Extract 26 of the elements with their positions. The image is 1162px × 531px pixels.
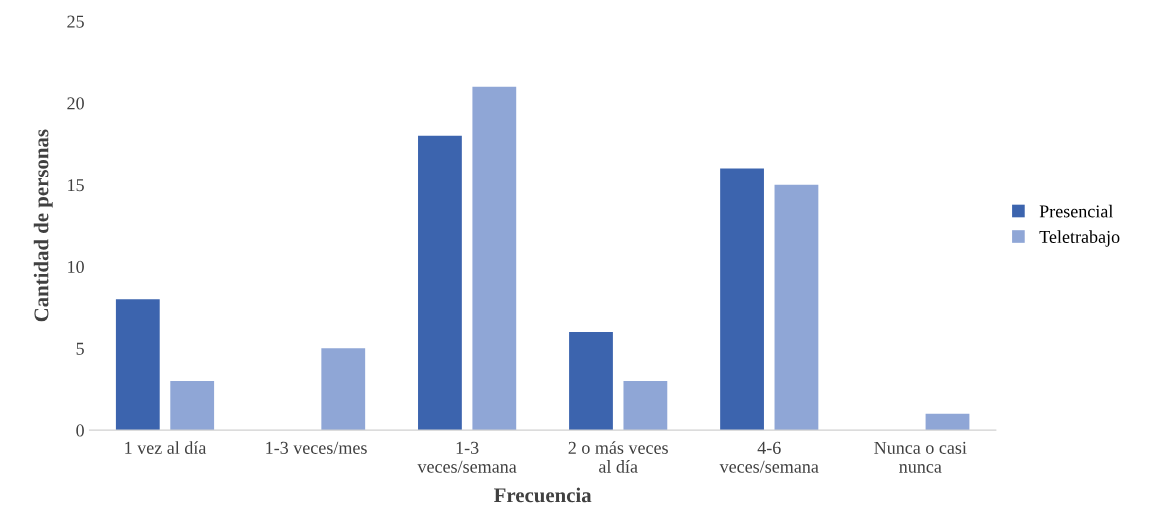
legend-label: Teletrabajo xyxy=(1039,230,1120,247)
x-tick-label: Nunca o casi nunca xyxy=(874,441,967,473)
bar xyxy=(720,168,764,431)
bar xyxy=(418,135,462,431)
bar xyxy=(569,331,613,431)
bar xyxy=(170,381,215,431)
bar xyxy=(472,86,517,431)
legend-label: Presencial xyxy=(1039,204,1113,218)
bar xyxy=(115,299,160,431)
bar xyxy=(925,413,970,431)
bar xyxy=(774,184,819,431)
y-tick-label: 25 xyxy=(67,15,84,28)
bar xyxy=(321,348,366,431)
y-tick-label: 20 xyxy=(67,97,84,110)
bar xyxy=(623,381,668,431)
y-tick-label: 10 xyxy=(68,260,84,273)
x-tick-label: 1-3 veces/mes xyxy=(266,441,367,454)
x-tick-label: 1 vez al día xyxy=(125,441,207,454)
x-tick-label: 4-6 veces/semana xyxy=(719,441,819,473)
x-axis-title: Frecuencia xyxy=(494,487,592,503)
x-tick-label: 2 o más veces al día xyxy=(568,441,668,473)
y-axis-title: Cantidad de personas xyxy=(33,129,53,322)
x-tick-label: 1-3 veces/semana xyxy=(417,441,517,473)
y-tick-label: 15 xyxy=(68,179,84,192)
y-tick-label: 0 xyxy=(76,424,84,437)
y-tick-label: 5 xyxy=(76,342,84,355)
